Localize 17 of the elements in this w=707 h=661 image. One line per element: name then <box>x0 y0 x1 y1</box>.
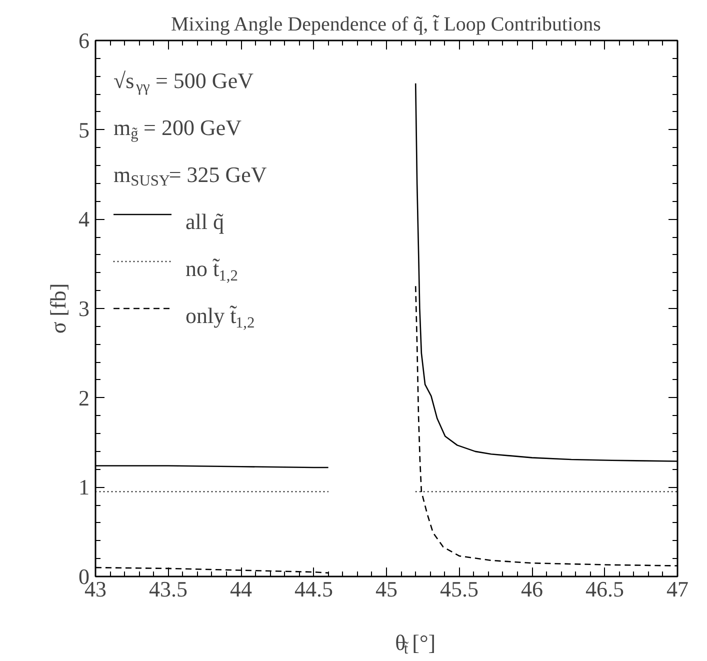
y-tick-label: 2 <box>78 385 90 410</box>
y-tick-label: 3 <box>78 296 90 321</box>
legend-label: all q̃ <box>186 209 224 234</box>
y-tick-label: 6 <box>78 28 90 53</box>
x-tick-label: 44 <box>230 576 252 602</box>
x-tick-label: 46.5 <box>586 576 624 602</box>
chart-title: Mixing Angle Dependence of q̃, t̃ Loop Contributions <box>170 14 602 36</box>
x-tick-label: 45.5 <box>440 576 478 602</box>
x-tick-label: 47 <box>666 576 688 602</box>
x-tick-label: 46 <box>521 576 543 602</box>
y-tick-label: 4 <box>78 206 90 232</box>
y-tick-label: 5 <box>78 117 90 142</box>
x-tick-label: 43.5 <box>149 576 188 602</box>
x-tick-label: 44.5 <box>294 576 333 602</box>
y-tick-label: 1 <box>78 474 90 500</box>
y-axis-title: σ [fb] <box>46 283 70 334</box>
x-tick-label: 45 <box>376 576 398 602</box>
